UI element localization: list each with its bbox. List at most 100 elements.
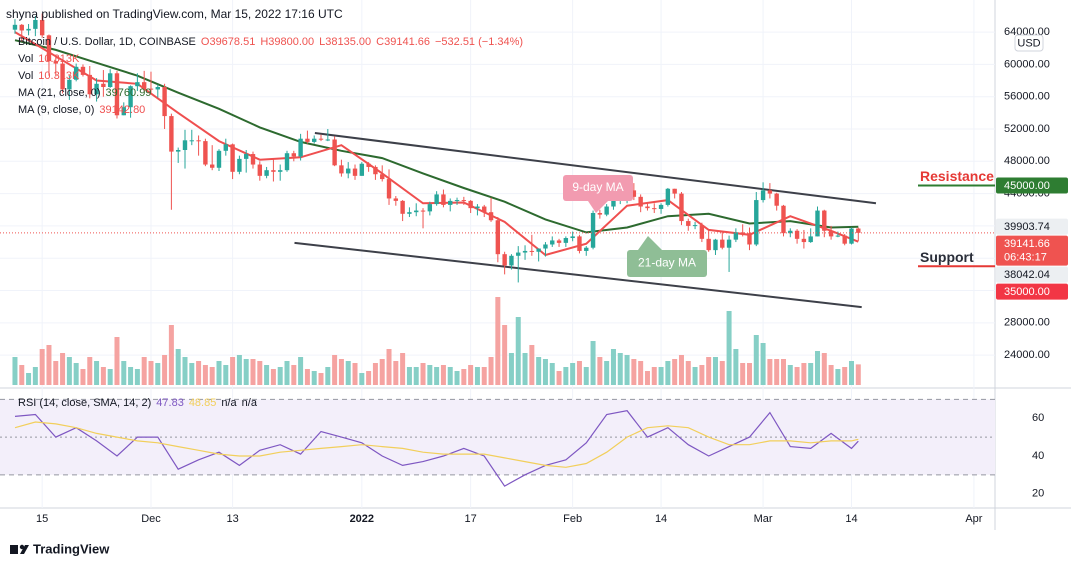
- candle-body: [543, 244, 548, 249]
- candle-body: [652, 208, 657, 210]
- volume-bar: [114, 337, 120, 385]
- legend-item: Bitcoin / U.S. Dollar, 1D, COINBASE: [18, 36, 196, 48]
- candle-body: [312, 138, 317, 142]
- volume-bar: [821, 353, 827, 385]
- candle-body: [679, 193, 684, 222]
- candle-body: [733, 232, 739, 240]
- volume-bar: [304, 369, 310, 385]
- y-tick-label: 60000.00: [1004, 58, 1050, 70]
- volume-bar: [284, 361, 290, 385]
- volume-bar: [787, 365, 793, 385]
- candle-body: [767, 190, 773, 194]
- volume-bar: [440, 365, 446, 385]
- x-tick-label: Apr: [965, 513, 982, 525]
- candle-body: [53, 61, 58, 64]
- candle-body: [352, 168, 358, 176]
- annotation-box: [563, 175, 633, 201]
- volume-bar: [100, 367, 106, 385]
- volume-bar: [794, 367, 800, 385]
- candle-body: [380, 174, 385, 180]
- legend-item: RSI (14, close, SMA, 14, 2): [18, 397, 151, 409]
- volume-bar: [495, 297, 501, 385]
- candle-body: [556, 240, 562, 243]
- volume-bar: [604, 361, 610, 385]
- volume-bar: [508, 353, 514, 385]
- level-label: Support: [920, 249, 974, 265]
- candle-body: [264, 170, 269, 176]
- volume-bar: [474, 367, 480, 385]
- candle-body: [822, 210, 827, 231]
- legend-item: Vol: [18, 70, 33, 82]
- candle-body: [107, 73, 113, 88]
- candle-body: [828, 230, 834, 237]
- candle-body: [332, 139, 337, 166]
- x-tick-label: 14: [845, 513, 857, 525]
- candle-body: [726, 239, 732, 248]
- candle-body: [842, 235, 847, 244]
- candle-body: [26, 28, 31, 31]
- price-tag-label: 45000.00: [1004, 180, 1050, 192]
- volume-bar: [678, 355, 684, 385]
- candle-body: [400, 200, 405, 214]
- candle-body: [788, 230, 793, 234]
- legend-item: −532.51 (−1.34%): [435, 36, 523, 48]
- currency-label: USD: [1017, 37, 1040, 49]
- legend-line: Vol 10.313K: [18, 70, 80, 82]
- volume-bar: [488, 357, 494, 385]
- candle-body: [12, 24, 18, 30]
- candle-body: [516, 252, 521, 256]
- volume-bar: [345, 361, 351, 385]
- candle-body: [114, 73, 120, 116]
- logo-text: TradingView: [33, 541, 110, 556]
- candle-body: [414, 210, 419, 213]
- volume-bar: [148, 361, 154, 385]
- volume-bar: [481, 367, 487, 385]
- volume-bar: [753, 335, 759, 385]
- candle-body: [550, 240, 555, 245]
- candle-body: [699, 225, 705, 239]
- x-tick-label: 13: [226, 513, 238, 525]
- candle-body: [73, 66, 79, 80]
- candle-body: [706, 238, 711, 251]
- y-tick-label: 52000.00: [1004, 123, 1050, 135]
- volume-bar: [610, 349, 616, 385]
- x-tick-label: 15: [36, 513, 48, 525]
- candle-body: [94, 83, 99, 95]
- volume-bar: [685, 361, 691, 385]
- volume-bar: [19, 365, 25, 385]
- candle-body: [692, 225, 698, 227]
- volume-bar: [128, 367, 134, 385]
- volume-bar: [359, 373, 365, 385]
- candle-body: [128, 86, 133, 108]
- candle-body: [250, 154, 256, 165]
- volume-bar: [644, 371, 650, 385]
- legend-line: RSI (14, close, SMA, 14, 2) 47.83 48.85 n/a…: [18, 397, 258, 409]
- y-tick-label: 48000.00: [1004, 155, 1050, 167]
- rsi-tick-label: 20: [1032, 488, 1044, 500]
- candle-body: [339, 165, 344, 174]
- volume-bar: [80, 369, 86, 385]
- volume-bar: [338, 359, 344, 385]
- candle-body: [686, 221, 691, 226]
- volume-bar: [155, 363, 161, 385]
- candle-body: [298, 138, 303, 157]
- candle-body: [209, 164, 215, 168]
- legend-item: 39142.80: [99, 104, 145, 116]
- legend-line: MA (9, close, 0) 39142.80: [18, 104, 145, 116]
- volume-bar: [760, 343, 766, 385]
- price-tag: [996, 177, 1068, 194]
- volume-bar: [53, 361, 59, 385]
- volume-bar: [46, 345, 52, 385]
- candle-body: [33, 19, 38, 29]
- candle-body: [468, 200, 473, 209]
- candle-body: [162, 87, 167, 117]
- candle-body: [774, 193, 779, 206]
- currency-box: [1014, 34, 1044, 52]
- volume-bar: [726, 311, 732, 385]
- volume-bar: [746, 363, 752, 385]
- candle-body: [801, 238, 807, 243]
- volume-bar: [39, 349, 45, 385]
- candle-body: [257, 164, 263, 176]
- candle-body: [760, 190, 766, 201]
- volume-bar: [250, 359, 256, 385]
